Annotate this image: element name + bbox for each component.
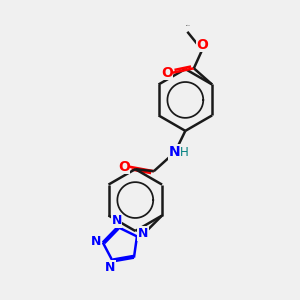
Text: N: N [169, 145, 180, 159]
Text: O: O [118, 160, 130, 174]
Text: N: N [111, 214, 122, 227]
Text: N: N [105, 261, 115, 274]
Text: N: N [91, 235, 101, 248]
Text: N: N [137, 227, 148, 240]
Text: O: O [161, 66, 173, 80]
Text: O: O [196, 38, 208, 52]
Text: methyl: methyl [186, 25, 191, 26]
Text: H: H [180, 146, 189, 159]
